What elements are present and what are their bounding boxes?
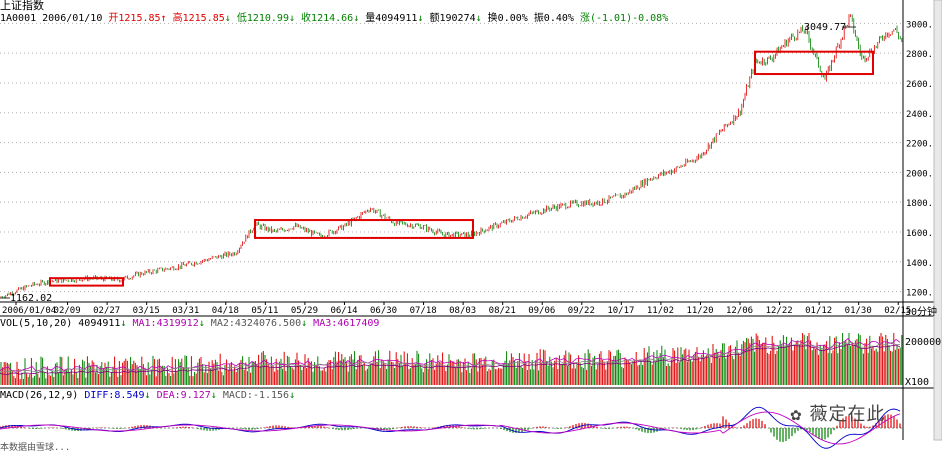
- date-tick-label: 04/18: [212, 306, 239, 316]
- amount-value: 额190274: [429, 13, 476, 24]
- date-tick-label: 01/30: [845, 306, 872, 316]
- highlight-box: [254, 219, 474, 239]
- volume-ma3-line: [0, 343, 901, 375]
- down-arrow-icon: ↓: [301, 318, 308, 329]
- date-tick-label: 11/02: [647, 306, 674, 316]
- volume-panel-label: VOL(5,10,20): [0, 318, 73, 329]
- volume-ma1: MA1:4319912: [132, 318, 199, 329]
- down-arrow-icon: ↓: [417, 13, 424, 24]
- close-value: 收1214.66: [301, 13, 354, 24]
- macd-panel-label: MACD(26,12,9): [0, 390, 79, 401]
- volume-tick-top: 200000: [905, 337, 942, 348]
- footer-text: 本数据由雪球...: [0, 443, 71, 453]
- max-annotation: 3049.77: [804, 22, 847, 33]
- min-annotation: 1162.02: [10, 293, 53, 304]
- date-tick-label: 06/14: [330, 306, 357, 316]
- date-tick-label: 02/15: [884, 306, 911, 316]
- price-tick-label: 2400.0: [906, 110, 939, 120]
- down-arrow-icon: ↓: [120, 318, 127, 329]
- volume-tick-bottom: X100: [905, 377, 930, 388]
- down-arrow-icon: ↓: [475, 13, 482, 24]
- macd-diff: DIFF:8.549: [84, 390, 145, 401]
- price-tick-label: 2800.0: [906, 50, 939, 60]
- date-tick-label: 03/31: [172, 306, 199, 316]
- macd-value: MACD:-1.156: [222, 390, 290, 401]
- amplitude-value: 振0.40%: [533, 13, 574, 24]
- date-tick-label: 01/12: [805, 306, 832, 316]
- volume-panel-value: 4094911: [78, 318, 121, 329]
- price-tick-label: 2200.0: [906, 140, 939, 150]
- volume-ma1-line: [0, 338, 901, 372]
- volume-value: 量4094911: [365, 13, 418, 24]
- price-tick-label: 2600.0: [906, 80, 939, 90]
- price-tick-label: 1600.0: [906, 229, 939, 239]
- price-tick-label: 1400.0: [906, 259, 939, 269]
- macd-header-row: MACD(26,12,9) DIFF:8.549↓ DEA:9.127↓ MAC…: [0, 390, 295, 402]
- down-arrow-icon: ↓: [198, 318, 205, 329]
- date-tick-label: 05/29: [291, 306, 318, 316]
- volume-header-row: VOL(5,10,20) 4094911↓ MA1:4319912↓ MA2:4…: [0, 318, 379, 330]
- open-value: 开1215.85: [108, 13, 161, 24]
- down-arrow-icon: ↓: [144, 390, 151, 401]
- date-tick-label: 09/06: [528, 306, 555, 316]
- price-tick-label: 1200.0: [906, 289, 939, 299]
- volume-ma2: MA2:4324076.500: [210, 318, 302, 329]
- date-tick-label: 05/11: [251, 306, 278, 316]
- wechat-icon: ✿: [790, 408, 803, 424]
- watermark-text: 薇定在此: [809, 404, 886, 425]
- price-tick-label: 3000.0: [906, 20, 939, 30]
- ohlc-header-row: 1A0001 2006/01/10 开1215.85↑ 高1215.85↓ 低1…: [0, 13, 668, 25]
- vertical-scrollbar: [933, 0, 942, 441]
- volume-ma3: MA3:4617409: [313, 318, 380, 329]
- date-tick-label: 07/18: [410, 306, 437, 316]
- down-arrow-icon: ↓: [210, 390, 217, 401]
- change-value: 涨(-1.01)-0.08%: [579, 13, 669, 24]
- date-tick-label: 08/03: [449, 306, 476, 316]
- down-arrow-icon: ↓: [289, 390, 296, 401]
- macd-diff-line: [0, 406, 901, 449]
- macd-dea: DEA:9.127: [156, 390, 211, 401]
- chart-title: 上证指数: [0, 0, 44, 12]
- price-tick-label: 1800.0: [906, 199, 939, 209]
- macd-dea-line: [0, 411, 901, 445]
- highlight-box: [754, 50, 874, 76]
- date-tick-label: 12/22: [766, 306, 793, 316]
- date-tick-label: 08/21: [489, 306, 516, 316]
- high-value: 高1215.85: [172, 13, 225, 24]
- date-tick-label: 10/17: [607, 306, 634, 316]
- period-label[interactable]: 30分钟: [905, 307, 938, 318]
- down-arrow-icon: ↓: [224, 13, 231, 24]
- date-tick-label: 12/06: [726, 306, 753, 316]
- down-arrow-icon: ↓: [353, 13, 360, 24]
- highlight-box: [49, 277, 124, 287]
- date-tick-label: 06/30: [370, 306, 397, 316]
- price-tick-label: 2000.0: [906, 169, 939, 179]
- date-tick-label: 09/22: [568, 306, 595, 316]
- date-tick-label: 11/20: [686, 306, 713, 316]
- low-value: 低1210.99: [236, 13, 289, 24]
- date-tick-label: 03/15: [133, 306, 160, 316]
- down-arrow-icon: ↓: [288, 13, 296, 24]
- date-tick-label: 02/27: [93, 306, 120, 316]
- date-tick-label: 02/09: [54, 306, 81, 316]
- date-tick-label: 2006/01/04: [2, 306, 56, 316]
- turnover-value: 换0.00%: [487, 13, 528, 24]
- up-arrow-icon: ↑: [160, 13, 167, 24]
- watermark: ✿ 薇定在此: [790, 400, 885, 426]
- code-date: 1A0001 2006/01/10: [0, 13, 103, 24]
